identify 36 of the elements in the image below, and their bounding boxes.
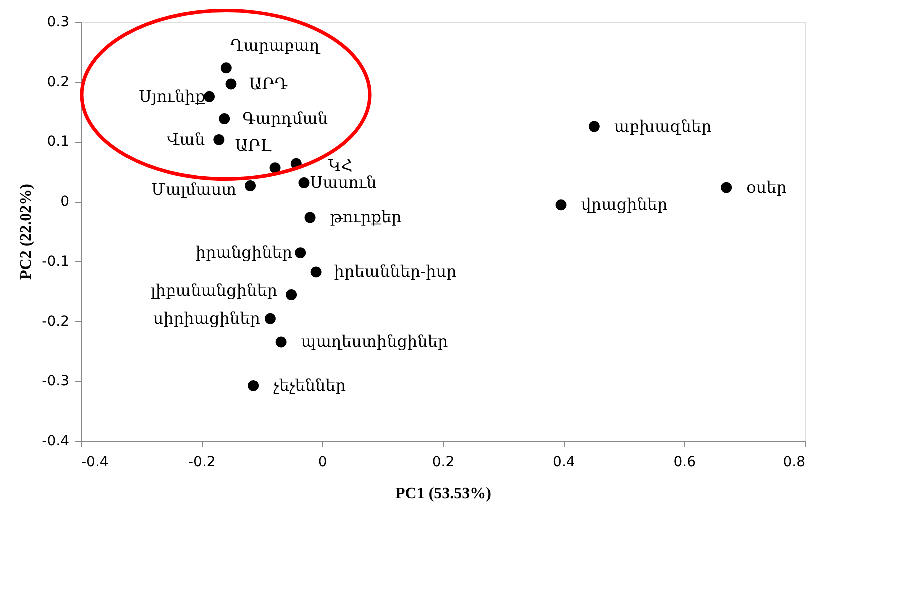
annotation: վրացիներ xyxy=(581,195,668,214)
annotation: պաղեստինցիներ xyxy=(301,332,448,352)
annotation: ԿՀ xyxy=(328,156,353,175)
y-tick-label: -0.2 xyxy=(42,314,70,330)
annotation: Ղարաբաղ xyxy=(230,36,322,56)
x-tick-label: 0.2 xyxy=(432,454,455,470)
x-tick-label: 0.6 xyxy=(674,454,696,470)
annotation: օսեր xyxy=(746,178,787,197)
x-tick-label: 0.8 xyxy=(783,454,806,470)
x-tick-label: -0.2 xyxy=(188,454,216,470)
y-tick-label: 0.1 xyxy=(47,134,70,150)
y-tick-label: -0.3 xyxy=(42,374,70,390)
annotation: թուրքեր xyxy=(330,208,402,227)
annotation: չեչեններ xyxy=(274,376,346,395)
annotation: ԱՐԼ xyxy=(235,136,273,156)
annotation: իրեաններ-իսր xyxy=(334,262,457,282)
y-tick-label: 0.3 xyxy=(47,14,70,30)
x-axis-title: PC1 (53.53%) xyxy=(396,486,492,502)
annotation: Մալմաստ xyxy=(151,180,237,200)
annotation: Վան xyxy=(166,130,206,149)
y-axis-title: PC2 (22.02%) xyxy=(18,184,36,280)
x-tick-label: 0.4 xyxy=(553,454,576,470)
annotation: իրանցիներ xyxy=(196,243,293,262)
x-tick-label: -0.4 xyxy=(82,454,109,470)
annotation: լիբանանցիներ xyxy=(150,280,278,300)
annotation: աբխազներ xyxy=(614,116,712,136)
y-tick-label: 0.2 xyxy=(47,74,70,90)
y-tick-label: 0 xyxy=(60,194,70,210)
x-tick-label: 0 xyxy=(318,454,328,470)
annotation: սիրիացիներ xyxy=(153,308,260,328)
y-tick-label: -0.4 xyxy=(42,434,70,450)
y-tick-label: -0.1 xyxy=(42,254,70,270)
annotation: Սյունիք xyxy=(139,86,206,106)
annotation: ԱՐԴ xyxy=(249,74,289,94)
annotation: Սասուն xyxy=(310,173,377,192)
annotation: Գարդման xyxy=(242,108,328,128)
